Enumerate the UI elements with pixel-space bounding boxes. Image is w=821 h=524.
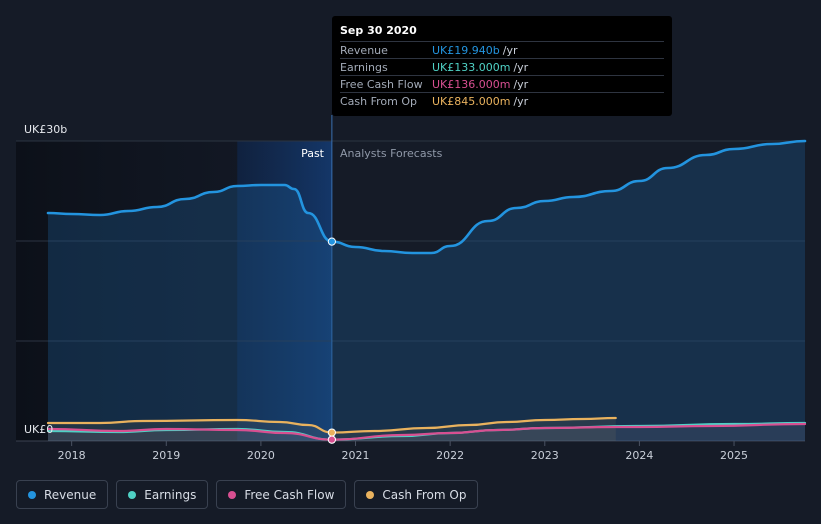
area-fill-free-cash-flow — [48, 424, 805, 441]
tooltip-row-label: Free Cash Flow — [340, 77, 423, 91]
marker-revenue — [327, 237, 336, 246]
series-markers — [327, 237, 336, 444]
tooltip-row-label: Earnings — [340, 60, 388, 74]
tooltip-date: Sep 30 2020 — [340, 24, 417, 37]
legend-item-revenue[interactable]: Revenue — [16, 480, 109, 509]
legend-dot-icon — [128, 490, 137, 499]
tooltip-row-value: UK£133.000m — [432, 60, 511, 74]
y-tick-bottom: UK£0 — [24, 423, 53, 436]
tooltip-row-earnings: Earnings UK£133.000m/yr — [340, 58, 664, 75]
legend-label: Revenue — [44, 487, 97, 502]
tooltip-row-unit: /yr — [513, 60, 529, 74]
x-tick-label-2018: 2018 — [58, 449, 86, 462]
marker-free-cash-flow — [327, 435, 336, 444]
x-tick-label-2019: 2019 — [152, 449, 180, 462]
y-tick-top: UK£30b — [24, 123, 67, 136]
tooltip-rows: Revenue UK£19.940b/yr Earnings UK£133.000m /… — [340, 41, 664, 109]
tooltip-row-label: Revenue — [340, 43, 388, 57]
legend-dot-icon — [228, 490, 237, 499]
tooltip-row-unit: /yr — [513, 94, 529, 108]
highlight-region-shade — [237, 141, 332, 441]
tooltip-row-value: UK£19.940b — [432, 43, 500, 57]
axis-labels: UK£30b UK£0 Past Analysts Forecasts — [24, 123, 443, 436]
legend-dot-icon — [366, 490, 375, 499]
x-tick-label-2025: 2025 — [720, 449, 748, 462]
area-fill-cash-from-op — [48, 418, 616, 441]
series-lines — [46, 139, 807, 441]
legend-item-free-cash-flow[interactable]: Free Cash Flow — [216, 480, 347, 509]
tooltip-row-cash-from-op: Cash From Op UK£845.000m/yr — [340, 92, 664, 109]
tooltip-row-value: UK£845.000m — [432, 94, 511, 108]
legend-label: Earnings — [144, 487, 197, 502]
tooltip-row-unit: /yr — [513, 77, 529, 91]
region-label-forecast: Analysts Forecasts — [340, 147, 443, 160]
region-label-past: Past — [301, 147, 325, 160]
x-tick-label-2021: 2021 — [342, 449, 370, 462]
tooltip-row-free-cash-flow: Free Cash Flow UK£136.000m/yr — [340, 75, 664, 92]
tooltip: Sep 30 2020 Revenue UK£19.940b/yr Earnings… — [332, 16, 672, 116]
line-revenue — [46, 139, 807, 255]
x-tick-label-2024: 2024 — [625, 449, 653, 462]
tooltip-row-revenue: Revenue UK£19.940b/yr — [340, 41, 664, 58]
revenue-area-fill — [48, 141, 805, 441]
marker-cash-from-op — [327, 428, 336, 437]
x-tick-label-2022: 2022 — [436, 449, 464, 462]
x-axis-ticks: 2018 2019 2020 2021 2022 2023 2024 2025 — [58, 441, 748, 462]
legend-item-cash-from-op[interactable]: Cash From Op — [354, 480, 479, 509]
tooltip-row-label: Cash From Op — [340, 94, 418, 108]
chart-svg: UK£30b UK£0 Past Analysts Forecasts 2018… — [16, 115, 807, 462]
line-cash-from-op — [46, 416, 617, 434]
x-tick-label-2020: 2020 — [247, 449, 275, 462]
legend: Revenue Earnings Free Cash Flow Cash From O… — [16, 480, 479, 509]
legend-label: Cash From Op — [382, 487, 467, 502]
x-tick-label-2023: 2023 — [531, 449, 559, 462]
tooltip-row-value: UK£136.000m — [432, 77, 511, 91]
legend-dot-icon — [28, 490, 36, 499]
line-free-cash-flow — [46, 422, 807, 441]
chart-background — [16, 141, 332, 441]
legend-item-earnings[interactable]: Earnings — [116, 480, 209, 509]
legend-label: Free Cash Flow — [244, 487, 335, 502]
tooltip-row-unit: /yr — [502, 43, 518, 57]
gridlines — [16, 115, 805, 442]
